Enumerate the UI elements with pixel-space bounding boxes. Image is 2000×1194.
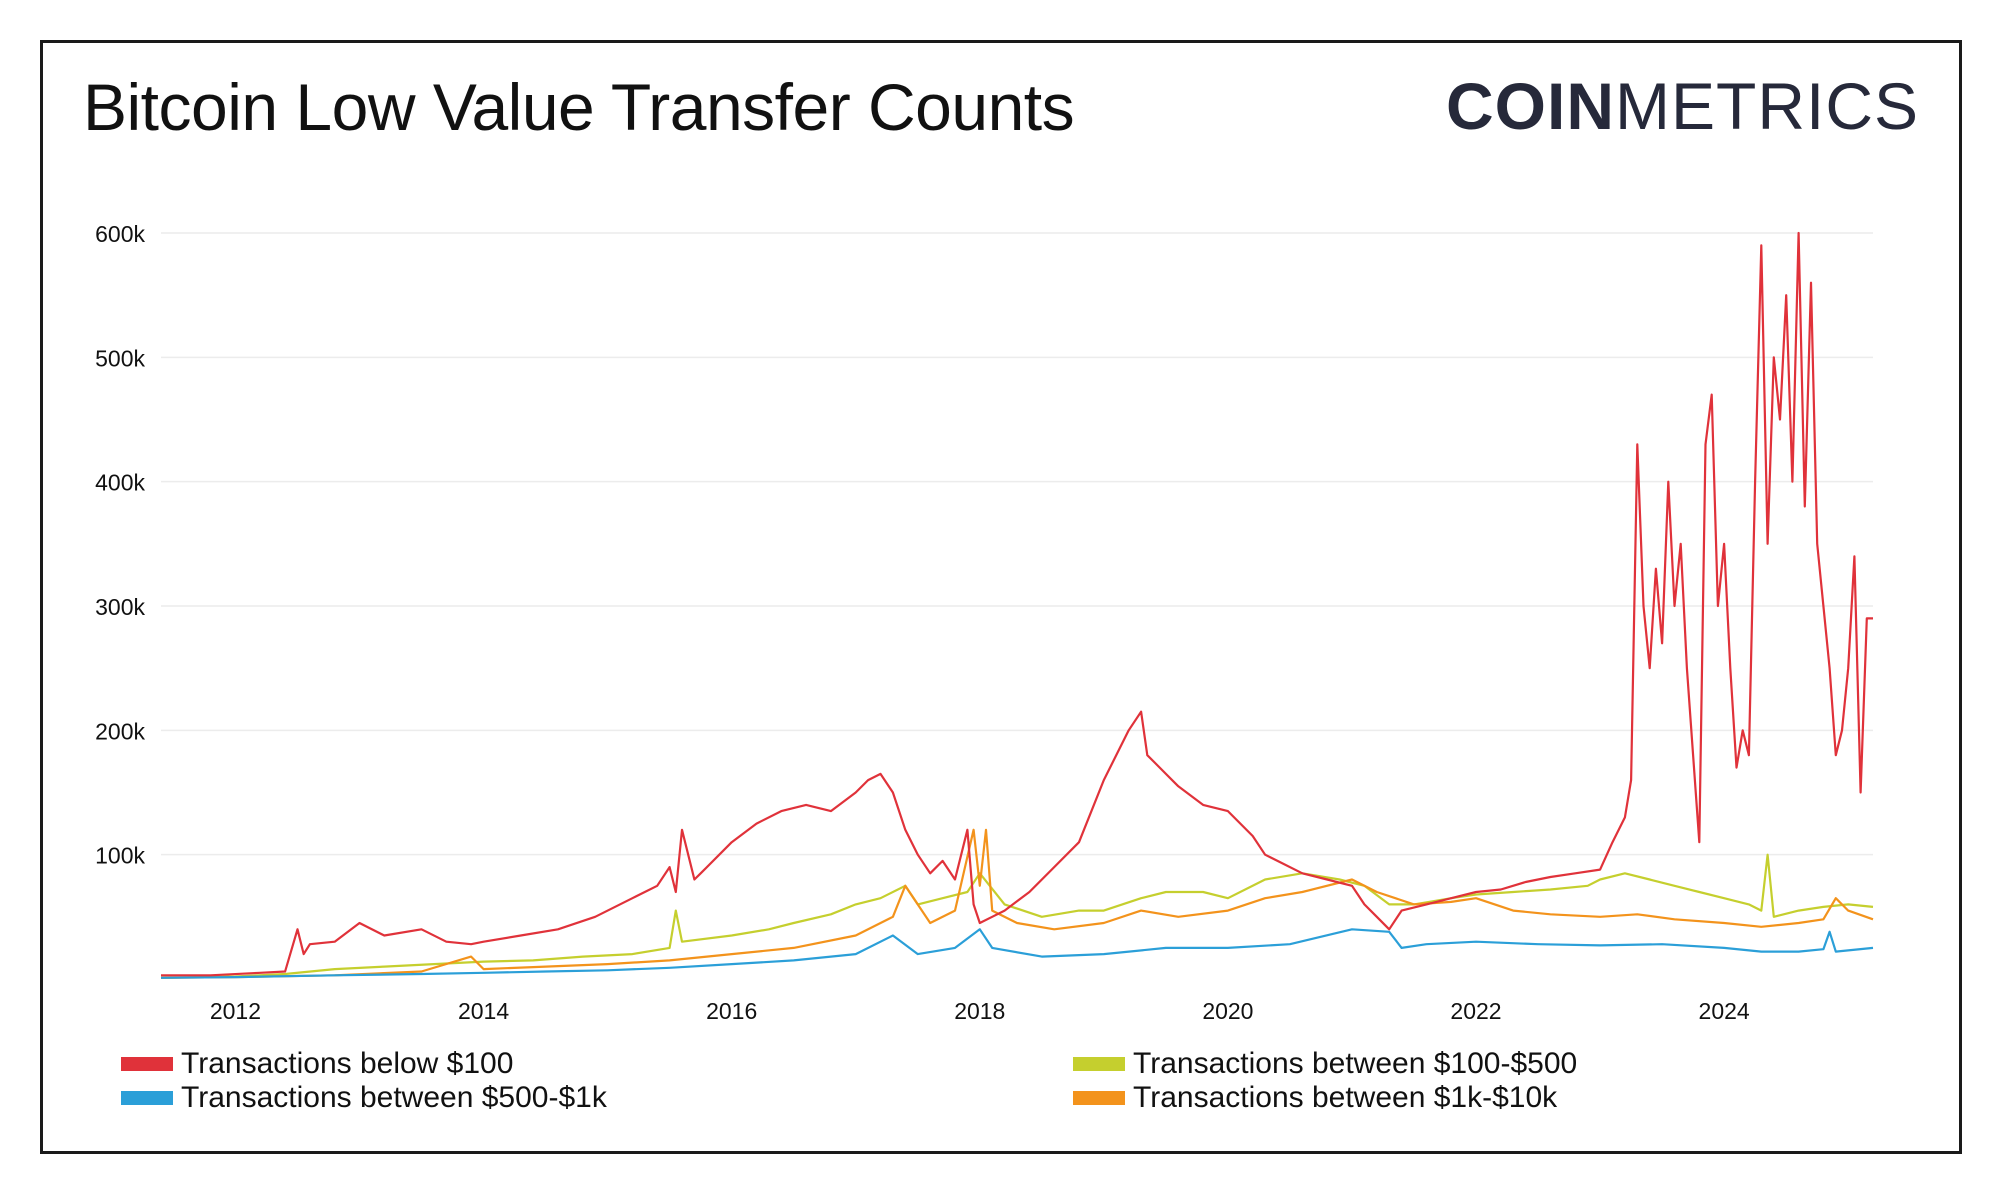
series-lines [160, 231, 1874, 979]
x-tick-label: 2024 [1699, 998, 1750, 1024]
y-tick-label: 600k [95, 221, 145, 247]
x-tick-label: 2012 [210, 998, 261, 1024]
legend-swatch-red [121, 1057, 173, 1071]
series-line-0 [161, 231, 1873, 977]
y-tick-label: 300k [95, 594, 145, 620]
x-tick-label: 2022 [1450, 998, 1501, 1024]
legend-label: Transactions below $100 [181, 1047, 514, 1080]
x-tick-label: 2020 [1202, 998, 1253, 1024]
series-line-1 [160, 853, 1874, 979]
series-line-2 [160, 928, 1874, 979]
y-axis-ticks: 100k 200k 300k 400k 500k 600k [95, 221, 145, 869]
x-axis-ticks: 2012 2014 2016 2018 2020 2022 2024 [210, 998, 1750, 1024]
legend-label: Transactions between $500-$1k [181, 1081, 607, 1114]
legend-item-1k-10k: Transactions between $1k-$10k [1073, 1081, 1557, 1115]
coinmetrics-logo: COINMETRICS [1446, 73, 1919, 139]
grid-lines [161, 232, 1873, 856]
x-tick-label: 2018 [954, 998, 1005, 1024]
x-tick-label: 2014 [458, 998, 509, 1024]
chart-frame: Bitcoin Low Value Transfer Counts COINME… [40, 40, 1962, 1154]
legend-item-100-500: Transactions between $100-$500 [1073, 1047, 1577, 1081]
logo-bold-text: COIN [1446, 69, 1615, 143]
y-tick-label: 200k [95, 718, 145, 744]
logo-light-text: METRICS [1615, 69, 1919, 143]
legend-swatch-orange [1073, 1091, 1125, 1105]
legend-item-500-1k: Transactions between $500-$1k [121, 1081, 607, 1115]
x-tick-label: 2016 [706, 998, 757, 1024]
series-line-3 [160, 828, 1874, 979]
y-tick-label: 500k [95, 345, 145, 371]
legend-label: Transactions between $100-$500 [1133, 1047, 1578, 1080]
legend-swatch-blue [121, 1091, 173, 1105]
legend-label: Transactions between $1k-$10k [1133, 1081, 1558, 1114]
chart-title: Bitcoin Low Value Transfer Counts [83, 70, 1075, 144]
y-tick-label: 400k [95, 470, 145, 496]
y-tick-label: 100k [95, 843, 145, 869]
legend-item-below-100: Transactions below $100 [121, 1047, 513, 1081]
legend-swatch-yellow [1073, 1057, 1125, 1071]
